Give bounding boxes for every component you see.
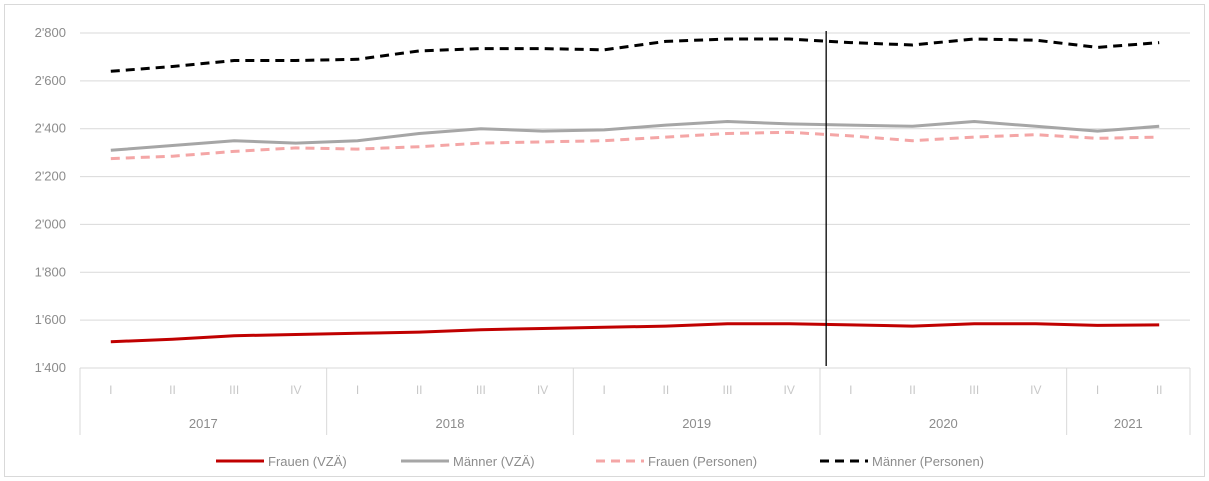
chart-frame — [4, 4, 1205, 477]
x-quarter-label: IV — [537, 383, 548, 397]
y-tick-label: 1'400 — [35, 360, 66, 375]
x-quarter-label: I — [602, 383, 605, 397]
x-quarter-label: IV — [783, 383, 794, 397]
series-line-1 — [110, 120, 1160, 152]
y-tick-label: 2'800 — [35, 25, 66, 40]
y-tick-label: 2'400 — [35, 121, 66, 136]
legend-label: Frauen (VZÄ) — [268, 454, 347, 469]
x-year-label: 2019 — [682, 416, 711, 431]
x-year-label: 2020 — [929, 416, 958, 431]
x-year-label: 2017 — [189, 416, 218, 431]
x-quarter-label: IV — [1030, 383, 1041, 397]
x-quarter-label: III — [476, 383, 486, 397]
x-year-label: 2021 — [1114, 416, 1143, 431]
x-quarter-label: II — [1156, 383, 1163, 397]
y-tick-label: 2'000 — [35, 216, 66, 231]
x-quarter-label: III — [722, 383, 732, 397]
x-quarter-label: IV — [290, 383, 301, 397]
series-line-0 — [110, 322, 1160, 344]
legend-label: Männer (VZÄ) — [453, 454, 535, 469]
x-quarter-label: II — [416, 383, 423, 397]
x-quarter-label: I — [849, 383, 852, 397]
y-tick-label: 2'600 — [35, 73, 66, 88]
legend-label: Frauen (Personen) — [648, 454, 757, 469]
y-tick-label: 2'200 — [35, 169, 66, 184]
legend-label: Männer (Personen) — [872, 454, 984, 469]
x-quarter-label: I — [1096, 383, 1099, 397]
y-tick-label: 1'800 — [35, 264, 66, 279]
x-quarter-label: I — [356, 383, 359, 397]
x-year-label: 2018 — [436, 416, 465, 431]
x-quarter-label: II — [662, 383, 669, 397]
x-quarter-label: II — [169, 383, 176, 397]
x-quarter-label: III — [229, 383, 239, 397]
x-quarter-label: III — [969, 383, 979, 397]
x-quarter-label: I — [109, 383, 112, 397]
series-line-2 — [110, 130, 1160, 161]
series-line-3 — [110, 37, 1160, 73]
y-tick-label: 1'600 — [35, 312, 66, 327]
x-quarter-label: II — [909, 383, 916, 397]
